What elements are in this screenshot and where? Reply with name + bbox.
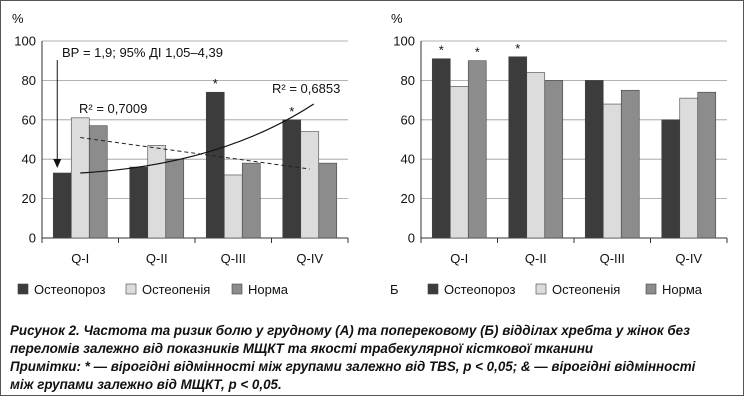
panel-b-bar <box>661 119 681 239</box>
figure: % 0 20 40 60 80 100 Q-I Q-II Q-III Q-IV * * Остеопоро… <box>12 11 728 297</box>
panel-a-annotation-r2-dashed: R² = 0,7009 <box>79 101 147 116</box>
panel-a-bar <box>70 117 90 239</box>
panel-b-bar <box>431 58 451 239</box>
panel-b-legend-label: Остеопороз <box>444 282 515 297</box>
panel-a-x-tick-label: Q-III <box>221 251 246 266</box>
panel-b-x-tick-label: Q-I <box>450 251 468 266</box>
panel-b-y-tick-label: 40 <box>401 152 415 167</box>
panel-b-significance-marker: * <box>439 43 444 58</box>
panel-a-trendline-solid <box>80 103 315 174</box>
panel-b-bar <box>679 97 699 239</box>
panel-a-bar <box>300 131 320 239</box>
caption-line-2: переломів залежно від показників МЩКТ та… <box>10 341 594 356</box>
panel-a-annotation-rr: ВР = 1,9; 95% ДІ 1,05–4,39 <box>62 45 223 60</box>
panel-a-bar <box>223 174 243 239</box>
panel-a-x-tick-label: Q-I <box>71 251 89 266</box>
panel-a-annotation-r2-solid: R² = 0,6853 <box>272 81 340 96</box>
panel-a-y-tick-label: 0 <box>29 231 36 246</box>
panel-a-legend-label: Остеопенія <box>142 282 210 297</box>
panel-b-x-tick-label: Q-II <box>525 251 547 266</box>
caption-line-4: між групами залежно від МЩКТ, р < 0,05. <box>10 377 282 392</box>
panel-b-legend-swatch <box>427 283 439 295</box>
panel-a-bar <box>129 166 149 239</box>
panel-b-bar <box>602 103 622 239</box>
panel-b-y-tick-label: 60 <box>401 112 415 127</box>
panel-b-y-tick-label: 100 <box>393 34 415 49</box>
panel-b-y-tick-label: 0 <box>408 231 415 246</box>
panel-a-bar <box>241 162 261 239</box>
panel-a-bar <box>282 119 302 239</box>
panel-b-bar <box>467 60 487 239</box>
panel-a-bar <box>205 91 225 239</box>
panel-a-annotation-arrow-head <box>53 158 62 168</box>
panel-b-legend-swatch <box>535 283 547 295</box>
panel-a-y-tick-label: 100 <box>14 34 36 49</box>
panel-a-bar <box>165 158 185 239</box>
panel-a-trendline-dashed <box>80 137 310 170</box>
panel-b-legend-label: Остеопенія <box>552 282 620 297</box>
panel-a-y-tick-label: 60 <box>22 112 36 127</box>
panel-a-significance-marker: * <box>213 76 218 91</box>
caption-line-3: Примітки: * — вірогідні відмінності між … <box>10 359 696 374</box>
panel-b-y-tick-label: 80 <box>401 73 415 88</box>
panel-a-y-axis-label: % <box>12 11 24 26</box>
panel-a-x-tick-label: Q-IV <box>296 251 323 266</box>
panel-a-legend-swatch <box>125 283 137 295</box>
panel-a-bar <box>147 145 167 239</box>
panel-b-bar <box>584 80 604 239</box>
panel-a-legend-label: Остеопороз <box>34 282 105 297</box>
panel-b-x-tick-label: Q-IV <box>675 251 702 266</box>
panel-a-bar <box>52 172 72 239</box>
panel-a-legend-swatch <box>17 283 29 295</box>
panel-a-legend-swatch <box>231 283 243 295</box>
panel-b-bar <box>697 91 717 239</box>
panel-b-bar <box>620 89 640 239</box>
panel-a-significance-marker: * <box>289 104 294 119</box>
panel-b-bar <box>544 80 564 239</box>
panel-b-significance-marker: * <box>515 41 520 56</box>
panel-b-legend-label: Норма <box>662 282 703 297</box>
panel-b-bar <box>449 86 469 239</box>
panel-a-y-tick-label: 20 <box>22 191 36 206</box>
panel-a-bar <box>88 125 108 239</box>
panel-b-y-axis-label: % <box>391 11 403 26</box>
panel-a-y-tick-label: 40 <box>22 152 36 167</box>
panel-a-legend-label: Норма <box>248 282 289 297</box>
figure-caption: Рисунок 2. Частота та ризик болю у грудн… <box>10 322 738 394</box>
panel-b-y-tick-label: 20 <box>401 191 415 206</box>
panel-a-y-tick-label: 80 <box>22 73 36 88</box>
panel-b-significance-marker: * <box>475 45 480 60</box>
panel-b-bar <box>526 72 546 239</box>
panel-a-bar <box>318 162 338 239</box>
panel-b-legend-panel-label: Б <box>390 282 399 297</box>
panel-a-x-tick-label: Q-II <box>146 251 168 266</box>
panel-b-x-tick-label: Q-III <box>600 251 625 266</box>
panel-b-bar <box>508 56 528 239</box>
caption-line-1: Рисунок 2. Частота та ризик болю у грудн… <box>10 323 690 338</box>
panel-b-legend-swatch <box>645 283 657 295</box>
